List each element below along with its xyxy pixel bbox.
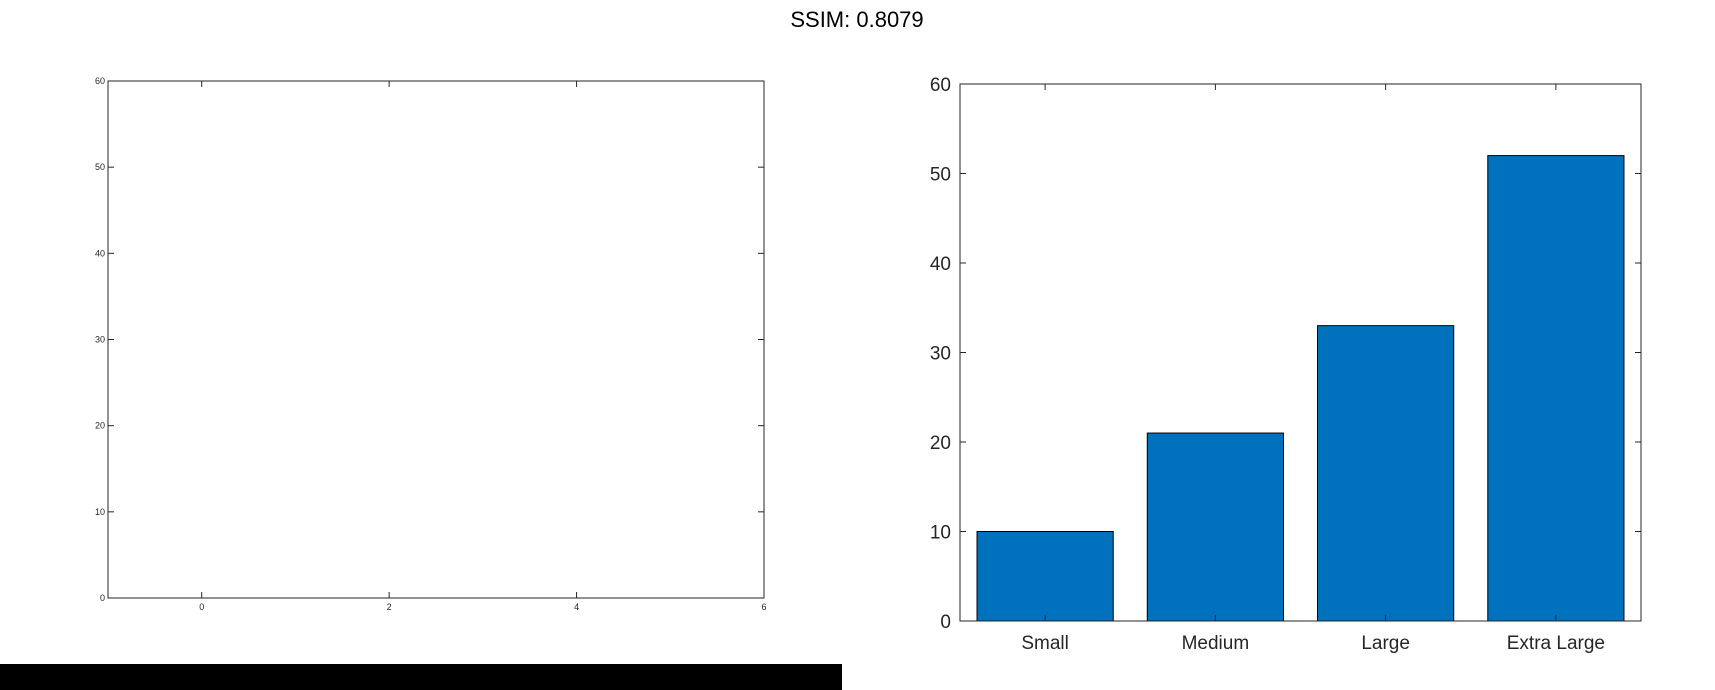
right-chart: 0 10 20 30 40 50 60 Small Medium Large Extra Larg… xyxy=(930,75,1642,654)
left-x-tick-label: 0 xyxy=(199,602,204,612)
right-y-tick-label: 0 xyxy=(940,612,951,633)
left-chart-y-ticks: 0 10 20 30 40 50 60 xyxy=(95,76,764,603)
right-y-tick-label: 10 xyxy=(930,523,951,544)
left-x-tick-label: 4 xyxy=(574,602,579,612)
left-chart-axes-box xyxy=(107,80,765,599)
right-y-tick-label: 60 xyxy=(930,75,951,96)
bar-extra-large xyxy=(1487,155,1625,622)
left-y-tick-label: 60 xyxy=(95,76,105,86)
right-y-tick-label: 30 xyxy=(930,344,951,365)
left-chart-x-ticks: 0 2 4 6 xyxy=(199,81,767,612)
figure-title: SSIM: 0.8079 xyxy=(790,7,923,32)
left-x-tick-label: 2 xyxy=(387,602,392,612)
bar-small xyxy=(976,531,1114,622)
left-x-tick-label: 6 xyxy=(761,602,766,612)
right-chart-x-ticks: Small Medium Large Extra Large xyxy=(1021,84,1605,654)
right-chart-y-ticks: 0 10 20 30 40 50 60 xyxy=(930,75,1641,633)
left-chart: 0 10 20 30 40 50 60 0 2 4 6 xyxy=(95,76,767,612)
right-x-tick-label: Extra Large xyxy=(1507,633,1605,654)
left-y-tick-label: 40 xyxy=(95,248,105,258)
right-x-tick-label: Medium xyxy=(1182,633,1250,654)
bar-large xyxy=(1317,325,1455,622)
left-y-tick-label: 10 xyxy=(95,507,105,517)
right-x-tick-label: Small xyxy=(1021,633,1069,654)
bar-medium xyxy=(1146,432,1284,622)
right-y-tick-label: 50 xyxy=(930,165,951,186)
left-y-tick-label: 20 xyxy=(95,421,105,431)
right-y-tick-label: 40 xyxy=(930,254,951,275)
black-overlay-bar xyxy=(0,664,842,690)
left-y-tick-label: 0 xyxy=(100,593,105,603)
right-x-tick-label: Large xyxy=(1361,633,1410,654)
right-y-tick-label: 20 xyxy=(930,433,951,454)
left-y-tick-label: 50 xyxy=(95,162,105,172)
right-chart-bars xyxy=(976,155,1625,622)
left-y-tick-label: 30 xyxy=(95,335,105,345)
